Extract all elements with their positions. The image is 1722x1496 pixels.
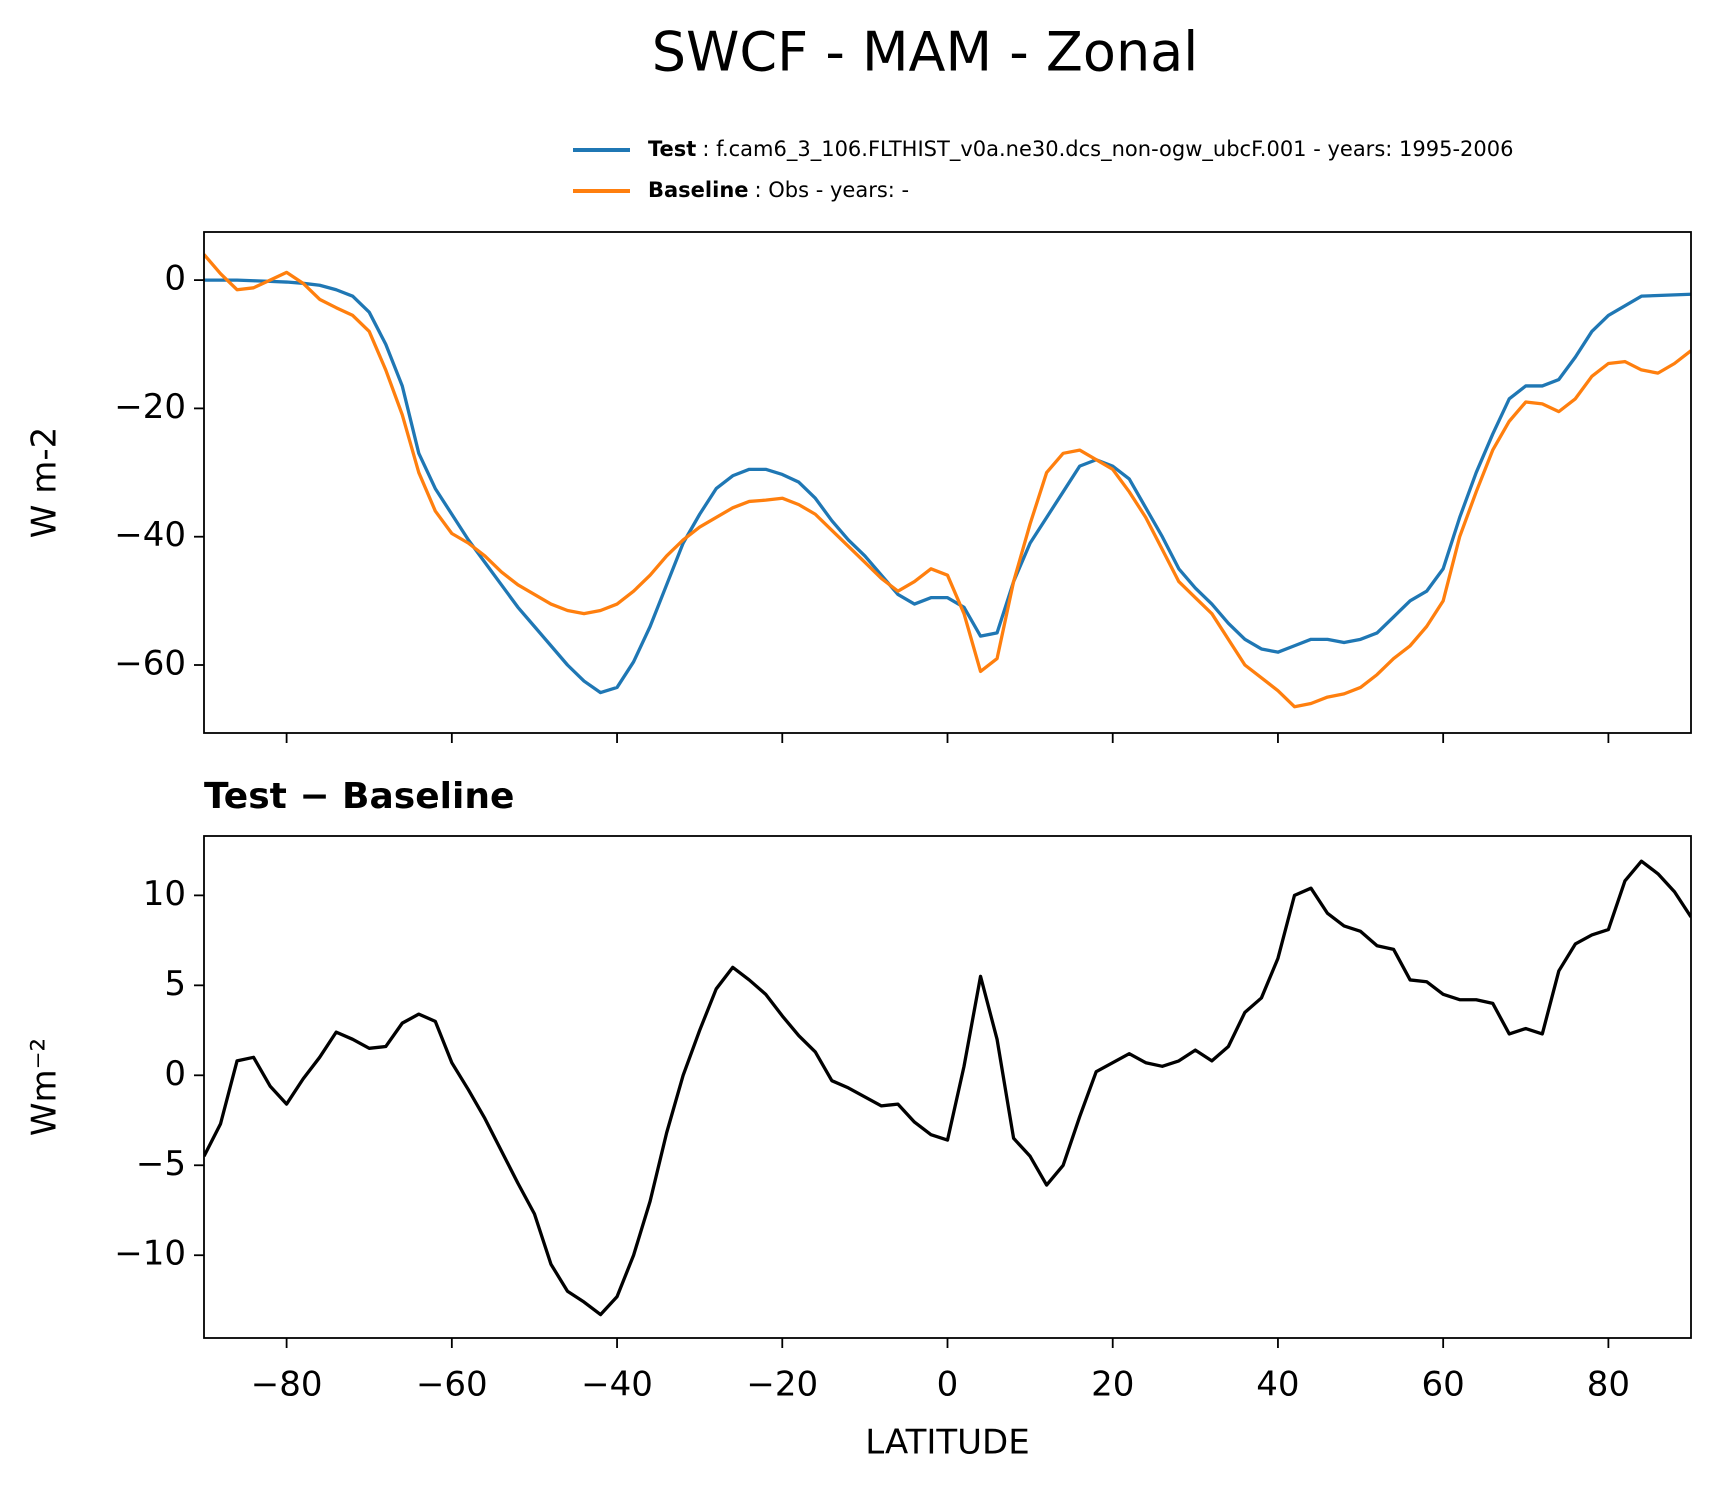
x-tick-label: 40 — [1256, 1365, 1299, 1405]
y-tick-label: 10 — [143, 874, 186, 914]
data-line — [204, 278, 1691, 695]
x-tick-label: −40 — [581, 1365, 653, 1405]
y-tick-label: 5 — [164, 964, 186, 1004]
x-axis-label: LATITUDE — [865, 1423, 1029, 1463]
x-tick-label: 0 — [937, 1365, 959, 1405]
subplot-title: Test − Baseline — [204, 776, 514, 817]
x-tick-label: 20 — [1091, 1365, 1134, 1405]
x-tick-label: 80 — [1587, 1365, 1630, 1405]
legend-name: Test — [648, 137, 696, 161]
plot-frame — [203, 835, 1692, 1339]
y-tick-label: 0 — [164, 1054, 186, 1094]
y-tick-label: −60 — [114, 644, 186, 684]
y-axis-label: W m-2 — [25, 427, 65, 538]
figure-title: SWCF - MAM - Zonal — [652, 21, 1199, 84]
y-tick-label: −10 — [114, 1234, 186, 1274]
legend-entry: Test: f.cam6_3_106.FLTHIST_v0a.ne30.dcs_… — [648, 137, 1513, 162]
x-tick-label: −80 — [251, 1365, 323, 1405]
y-tick-label: −40 — [114, 515, 186, 555]
legend-entry: Baseline: Obs - years: - — [648, 178, 909, 202]
y-tick-label: −20 — [114, 387, 186, 427]
y-tick-label: 0 — [164, 259, 186, 299]
plot-area — [204, 859, 1691, 1317]
legend-label: : Obs - years: - — [755, 178, 910, 202]
legend-label: : f.cam6_3_106.FLTHIST_v0a.ne30.dcs_non-… — [702, 137, 1513, 162]
data-line — [204, 253, 1691, 709]
y-tick-label: −5 — [136, 1144, 186, 1184]
y-axis-label: Wm⁻² — [25, 1038, 65, 1136]
data-line — [204, 859, 1691, 1317]
plot-frame — [203, 231, 1692, 734]
x-tick-label: 60 — [1422, 1365, 1465, 1405]
x-tick-label: −60 — [416, 1365, 488, 1405]
x-tick-label: −20 — [746, 1365, 818, 1405]
legend-name: Baseline — [648, 178, 749, 202]
plot-area — [204, 253, 1691, 709]
